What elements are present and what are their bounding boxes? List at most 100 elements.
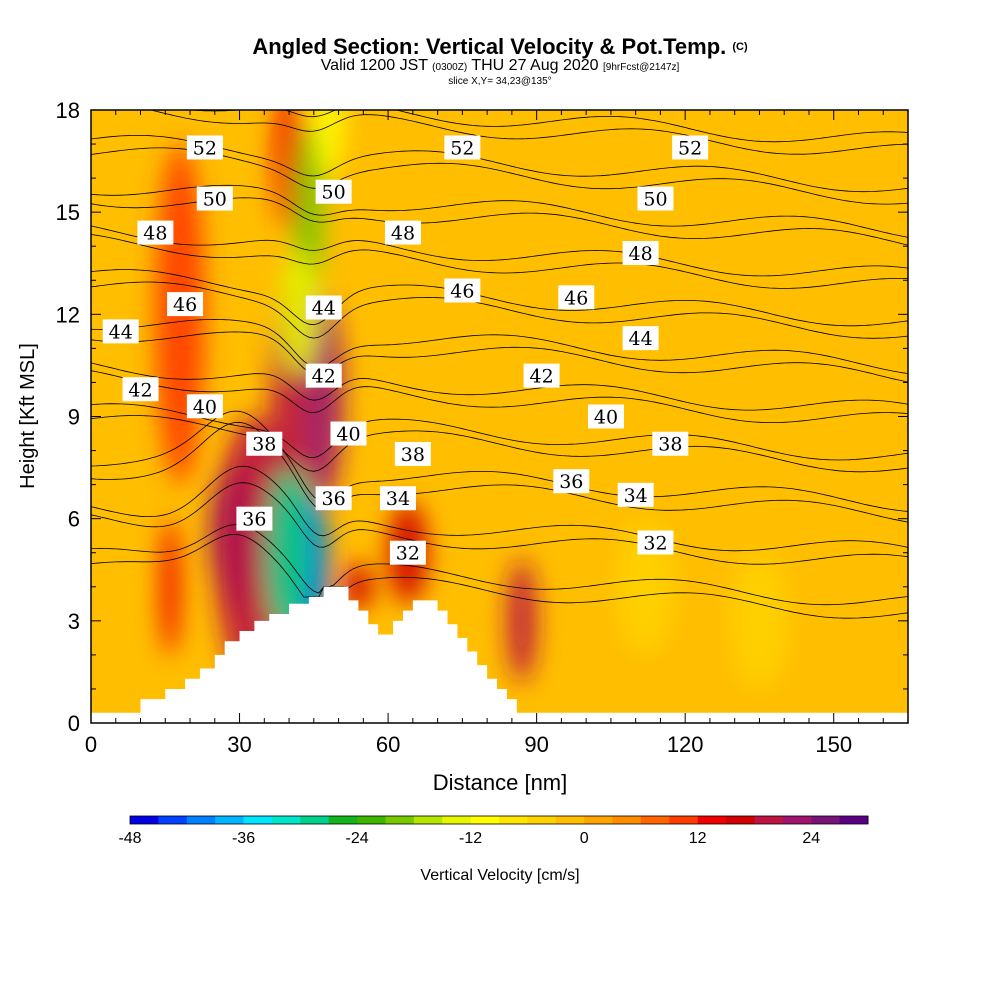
theta-contour-46 [91, 234, 908, 289]
colorbar-swatch [527, 816, 557, 824]
svg-text:38: 38 [401, 444, 425, 466]
theta-contour-34 [91, 482, 908, 565]
y-tick-label: 12 [56, 302, 80, 327]
colorbar-swatch [130, 816, 159, 824]
x-tick-label: 30 [227, 732, 251, 757]
chart-title-block: Angled Section: Vertical Velocity & Pot.… [0, 36, 1000, 88]
svg-text:34: 34 [386, 488, 410, 510]
colorbar-swatch [726, 816, 755, 824]
chart-title: Angled Section: Vertical Velocity & Pot.… [252, 34, 748, 59]
velocity-cell [160, 518, 181, 655]
svg-text:52: 52 [678, 137, 702, 159]
theta-label-42: 42 [122, 377, 159, 402]
theta-label-32: 32 [637, 530, 674, 555]
colorbar-swatch [782, 816, 812, 824]
svg-text:46: 46 [450, 280, 474, 302]
theta-contour-44 [91, 281, 908, 339]
theta-contour-42 [91, 331, 908, 383]
colorbar-swatch [385, 816, 415, 824]
svg-text:50: 50 [322, 182, 346, 204]
theta-contour-50 [91, 135, 908, 193]
theta-label-48: 48 [622, 241, 659, 266]
colorbar-tick-label: 24 [802, 830, 820, 847]
svg-text:46: 46 [564, 287, 588, 309]
svg-text:40: 40 [193, 396, 217, 418]
theta-label-36: 36 [236, 506, 273, 531]
svg-text:44: 44 [109, 321, 133, 343]
x-tick-label: 0 [85, 732, 97, 757]
colorbar-swatch [839, 816, 869, 824]
svg-text:48: 48 [391, 223, 415, 245]
theta-label-52: 52 [186, 135, 223, 160]
svg-text:44: 44 [312, 298, 336, 320]
svg-text:48: 48 [629, 243, 653, 265]
theta-contour-34 [91, 465, 908, 552]
svg-text:42: 42 [529, 366, 553, 388]
svg-text:42: 42 [128, 379, 152, 401]
svg-text:40: 40 [594, 407, 618, 429]
y-tick-label: 3 [68, 609, 80, 634]
colorbar-tick-label: 12 [689, 830, 707, 847]
colorbar-label: Vertical Velocity [cm/s] [420, 867, 579, 884]
theta-label-44: 44 [305, 295, 342, 320]
colorbar-swatch [584, 816, 614, 824]
theta-label-52: 52 [672, 135, 709, 160]
theta-label-38: 38 [652, 431, 689, 456]
theta-label-32: 32 [389, 540, 426, 565]
theta-label-46: 46 [558, 285, 595, 310]
y-tick-label: 15 [56, 200, 80, 225]
y-axis-label: Height [Kft MSL] [17, 343, 39, 489]
velocity-cell [264, 467, 314, 638]
plot-area: 32 32 34 34 36 36 36 38 38 38 40 40 40 42 42 42 44 44 44 46… [91, 110, 908, 723]
svg-text:46: 46 [173, 294, 197, 316]
theta-label-40: 40 [186, 394, 223, 419]
colorbar-swatch [413, 816, 443, 824]
svg-text:38: 38 [252, 434, 276, 456]
colorbar-swatch [669, 816, 699, 824]
theta-label-42: 42 [305, 363, 342, 388]
svg-text:32: 32 [396, 543, 420, 565]
svg-text:34: 34 [624, 485, 648, 507]
colorbar-tick-label: -48 [118, 830, 141, 847]
svg-text:36: 36 [242, 509, 266, 531]
colorbar-swatch [186, 816, 216, 824]
theta-label-42: 42 [523, 363, 560, 388]
svg-text:48: 48 [143, 223, 167, 245]
theta-contour-40 [91, 370, 908, 423]
theta-label-50: 50 [637, 186, 674, 211]
colorbar-swatch [300, 816, 330, 824]
theta-contour-50 [91, 147, 908, 205]
svg-text:32: 32 [643, 533, 667, 555]
colorbar-tick-label: 0 [580, 830, 589, 847]
chart-subtitle: Valid 1200 JST (0300Z) THU 27 Aug 2020 [… [320, 57, 680, 74]
colorbar-swatch [357, 816, 386, 824]
x-tick-label: 90 [524, 732, 548, 757]
svg-text:36: 36 [322, 488, 346, 510]
theta-contour-44 [91, 269, 908, 327]
x-tick-label: 60 [376, 732, 400, 757]
colorbar-swatch [811, 816, 841, 824]
svg-text:36: 36 [559, 471, 583, 493]
colorbar-swatch [158, 816, 188, 824]
theta-label-38: 38 [246, 431, 283, 456]
colorbar-tick-label: -36 [232, 830, 255, 847]
colorbar-frame [129, 815, 869, 825]
colorbar-swatch [555, 816, 585, 824]
theta-label-48: 48 [137, 220, 174, 245]
theta-contour-32 [91, 533, 908, 619]
theta-label-46: 46 [444, 278, 481, 303]
svg-text:40: 40 [336, 424, 360, 446]
velocity-cell [313, 110, 344, 179]
y-tick-label: 0 [68, 711, 80, 736]
theta-contour-38 [91, 403, 908, 461]
theta-label-36: 36 [553, 469, 590, 494]
theta-label-34: 34 [617, 482, 654, 507]
colorbar-swatch [499, 816, 528, 824]
colorbar-swatch [243, 816, 273, 824]
colorbar-swatch [754, 816, 784, 824]
colorbar: -48 -36 -24 -12 0 12 24 [118, 815, 869, 847]
colorbar-swatch [612, 816, 642, 824]
colorbar-swatch [215, 816, 245, 824]
